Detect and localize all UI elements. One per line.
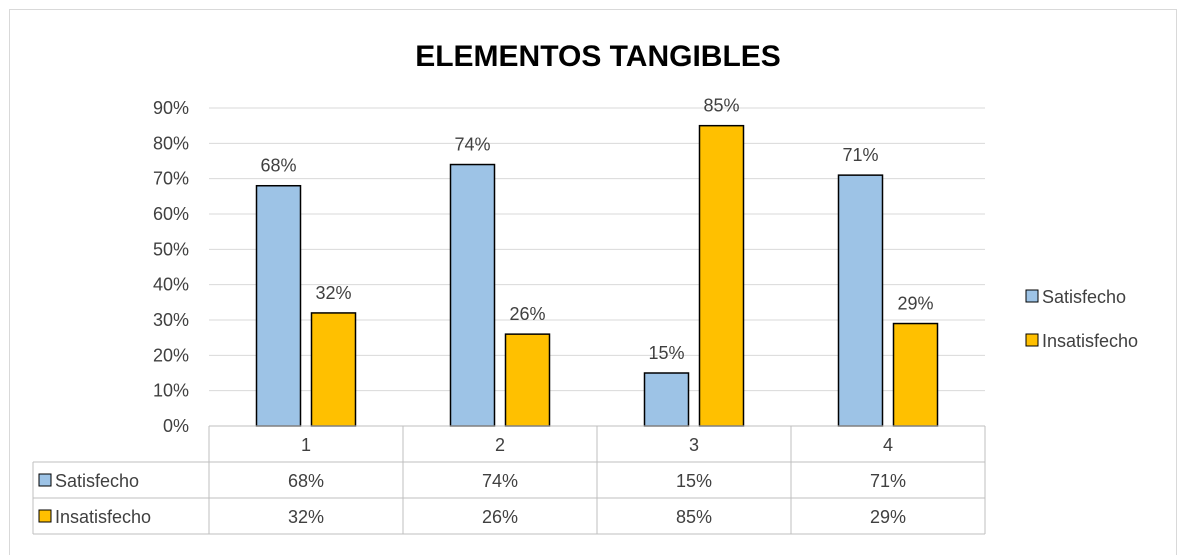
legend-label: Satisfecho: [1042, 287, 1126, 307]
table-legend-key: [38, 509, 52, 523]
y-tick-label: 20%: [153, 345, 189, 365]
data-label: 15%: [648, 343, 684, 363]
table-cell: 26%: [482, 507, 518, 527]
table-cell: 85%: [676, 507, 712, 527]
bar-satisfecho-1: [255, 184, 302, 427]
data-label: 71%: [842, 145, 878, 165]
bar-insatisfecho-3: [698, 124, 745, 427]
bar-insatisfecho-4: [892, 322, 939, 427]
y-tick-label: 50%: [153, 239, 189, 259]
x-tick-label: 3: [689, 435, 699, 455]
table-row-label: Insatisfecho: [55, 507, 151, 527]
data-label: 68%: [260, 156, 296, 176]
legend: Satisfecho Insatisfecho: [1025, 287, 1138, 351]
chart-title: ELEMENTOS TANGIBLES: [415, 40, 781, 73]
bar-satisfecho-3: [643, 372, 690, 427]
bars: [255, 124, 939, 427]
data-label: 74%: [454, 135, 490, 155]
legend-label: Insatisfecho: [1042, 331, 1138, 351]
table-cell: 15%: [676, 471, 712, 491]
bar-insatisfecho-2: [504, 333, 551, 427]
y-tick-label: 70%: [153, 169, 189, 189]
bar-insatisfecho-1: [310, 312, 357, 427]
x-tick-label: 1: [301, 435, 311, 455]
table-cell: 74%: [482, 471, 518, 491]
data-label: 32%: [315, 283, 351, 303]
bar-satisfecho-4: [837, 174, 884, 427]
y-tick-label: 90%: [153, 98, 189, 118]
bar-satisfecho-2: [449, 163, 496, 427]
y-axis: 0% 10% 20% 30% 40% 50% 60% 70% 80% 90%: [153, 98, 189, 436]
y-tick-label: 40%: [153, 275, 189, 295]
y-tick-label: 30%: [153, 310, 189, 330]
legend-key: [1025, 289, 1039, 303]
data-label: 85%: [703, 96, 739, 116]
table-cell: 29%: [870, 507, 906, 527]
y-tick-label: 0%: [163, 416, 189, 436]
y-tick-label: 80%: [153, 133, 189, 153]
chart-frame: [9, 9, 1177, 555]
data-label: 29%: [897, 294, 933, 314]
table-row-label: Satisfecho: [55, 471, 139, 491]
table-legend-key: [38, 473, 52, 487]
x-tick-label: 2: [495, 435, 505, 455]
table-cell: 68%: [288, 471, 324, 491]
table-cell: 71%: [870, 471, 906, 491]
y-tick-label: 10%: [153, 381, 189, 401]
y-tick-label: 60%: [153, 204, 189, 224]
x-tick-label: 4: [883, 435, 893, 455]
data-table: 1 2 3 4 Satisfecho 68% 74% 15% 71% Insatisfecho 32…: [32, 425, 986, 535]
data-label: 26%: [509, 304, 545, 324]
legend-key: [1025, 333, 1039, 347]
table-cell: 32%: [288, 507, 324, 527]
data-labels: 68% 74% 15% 71% 32% 26% 85% 29%: [260, 96, 933, 363]
